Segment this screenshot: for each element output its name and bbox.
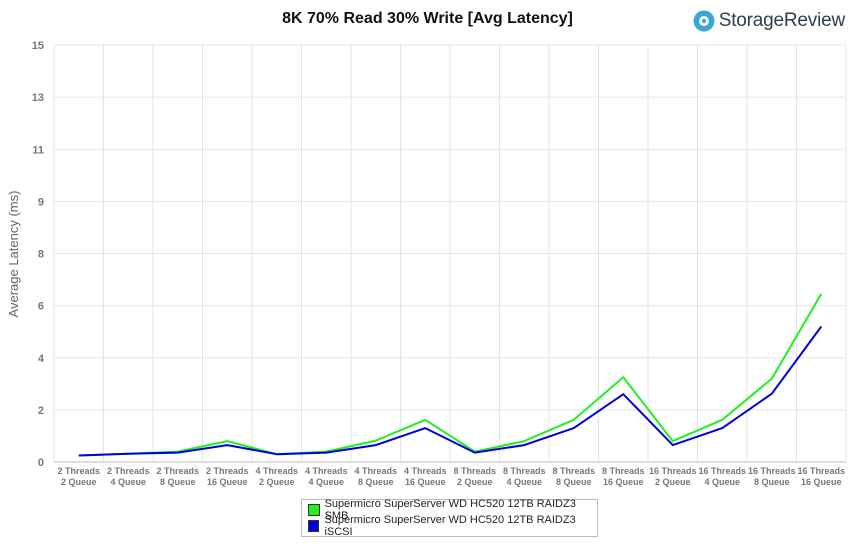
y-tick-label: 15 — [32, 40, 44, 52]
x-tick-label: 8 Queue — [556, 477, 592, 487]
x-tick-label: 2 Threads — [156, 466, 199, 476]
x-tick-label: 2 Queue — [457, 477, 493, 487]
series-lines — [78, 293, 823, 457]
series-line-1 — [78, 325, 823, 457]
x-tick-label: 16 Queue — [207, 477, 248, 487]
x-tick-label: 16 Queue — [405, 477, 446, 487]
y-tick-label: 6 — [38, 301, 44, 313]
x-tick-label: 8 Threads — [552, 466, 595, 476]
storagereview-logo-icon — [693, 10, 715, 32]
y-tick-label: 4 — [38, 353, 45, 365]
x-tick-label: 2 Queue — [61, 477, 97, 487]
x-tick-label: 16 Threads — [698, 466, 746, 476]
x-tick-label: 4 Queue — [308, 477, 344, 487]
x-tick-label: 16 Threads — [797, 466, 845, 476]
legend-swatch-iscsi — [308, 520, 320, 532]
legend-item-iscsi[interactable]: Supermicro SuperServer WD HC520 12TB RAI… — [308, 514, 591, 538]
x-tick-label: 8 Queue — [160, 477, 196, 487]
y-tick-label: 2 — [38, 405, 44, 417]
grid-lines — [53, 44, 847, 463]
series-line-0 — [78, 293, 823, 457]
x-tick-label: 16 Queue — [603, 477, 644, 487]
y-tick-label: 0 — [38, 457, 44, 469]
x-tick-label: 8 Queue — [754, 477, 790, 487]
x-tick-label: 4 Queue — [704, 477, 740, 487]
legend: Supermicro SuperServer WD HC520 12TB RAI… — [301, 498, 598, 538]
chart-title: 8K 70% Read 30% Write [Avg Latency] — [282, 10, 573, 27]
x-tick-label: 4 Threads — [354, 466, 397, 476]
legend-swatch-smb — [308, 504, 320, 516]
y-tick-label: 9 — [38, 196, 44, 208]
x-tick-label: 16 Threads — [649, 466, 697, 476]
x-tick-label: 2 Threads — [57, 466, 100, 476]
x-tick-label: 8 Threads — [602, 466, 645, 476]
x-tick-label: 16 Queue — [801, 477, 842, 487]
legend-label-iscsi: Supermicro SuperServer WD HC520 12TB RAI… — [324, 514, 576, 538]
brand-logo: StorageReview — [693, 10, 845, 32]
x-tick-label: 4 Threads — [255, 466, 298, 476]
y-tick-label: 13 — [32, 92, 44, 104]
legend-label-smb: Supermicro SuperServer WD HC520 12TB RAI… — [324, 498, 576, 522]
brand-name: StorageReview — [718, 10, 845, 31]
legend-item-smb[interactable]: Supermicro SuperServer WD HC520 12TB RAI… — [308, 498, 591, 522]
y-axis-label: Average Latency (ms) — [6, 191, 21, 318]
y-tick-label: 8 — [38, 249, 44, 261]
x-tick-label: 2 Threads — [107, 466, 150, 476]
x-tick-label: 16 Threads — [748, 466, 796, 476]
x-tick-label: 8 Queue — [358, 477, 394, 487]
x-tick-label: 2 Queue — [259, 477, 295, 487]
x-tick-label: 8 Threads — [503, 466, 546, 476]
x-tick-label: 2 Queue — [655, 477, 691, 487]
x-tick-label: 8 Threads — [453, 466, 496, 476]
y-tick-labels: 0 2 4 6 8 9 11 13 15 — [32, 40, 45, 469]
x-tick-label: 4 Queue — [110, 477, 146, 487]
x-tick-label: 2 Threads — [206, 466, 249, 476]
x-tick-label: 4 Threads — [305, 466, 348, 476]
x-tick-label: 4 Threads — [404, 466, 447, 476]
y-tick-label: 11 — [32, 144, 44, 156]
x-tick-label: 4 Queue — [506, 477, 542, 487]
